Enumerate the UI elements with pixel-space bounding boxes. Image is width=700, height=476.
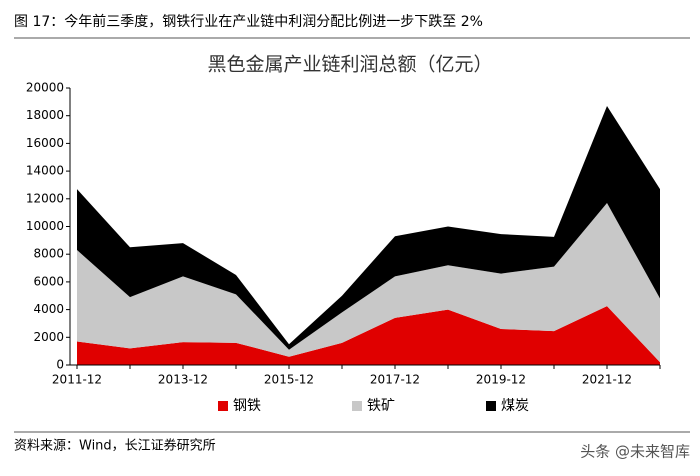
y-tick-label: 20000 (26, 81, 64, 95)
x-tick-label: 2015-12 (264, 373, 314, 387)
y-tick-label: 0 (56, 358, 64, 372)
legend-label: 煤炭 (501, 398, 529, 414)
area (77, 306, 660, 365)
watermark: 头条 @未来智库 (580, 443, 690, 461)
y-tick-label: 18000 (26, 108, 64, 122)
y-tick-label: 16000 (26, 136, 64, 150)
x-tick-label: 2021-12 (582, 373, 632, 387)
x-tick-label: 2011-12 (52, 373, 102, 387)
x-tick-label: 2013-12 (158, 373, 208, 387)
chart-title: 黑色金属产业链利润总额（亿元） (207, 54, 492, 76)
y-tick-label: 10000 (26, 219, 64, 233)
y-tick-label: 12000 (26, 191, 64, 205)
plot: 0 2000 4000 6000 8000 10000 12000 14000 16000 180… (26, 81, 661, 414)
legend-swatch (486, 401, 496, 411)
legend-swatch (352, 401, 362, 411)
legend-label: 铁矿 (367, 398, 395, 414)
figure-title: 图 17：今年前三季度，钢铁行业在产业链中利润分配比例进一步下跌至 2% (14, 13, 483, 30)
area (77, 106, 660, 350)
source: 资料来源：Wind，长江证券研究所 (14, 438, 216, 454)
x-tick-label: 2017-12 (370, 373, 420, 387)
area (77, 202, 660, 363)
legend-swatch (218, 401, 228, 411)
y-tick-label: 6000 (33, 274, 64, 288)
legend-label: 钢铁 (233, 398, 261, 414)
x-tick-label: 2019-12 (476, 373, 526, 387)
y-tick-label: 4000 (33, 302, 64, 316)
y-tick-label: 14000 (26, 164, 64, 178)
y-tick-label: 8000 (33, 247, 64, 261)
y-tick-label: 2000 (33, 330, 64, 344)
